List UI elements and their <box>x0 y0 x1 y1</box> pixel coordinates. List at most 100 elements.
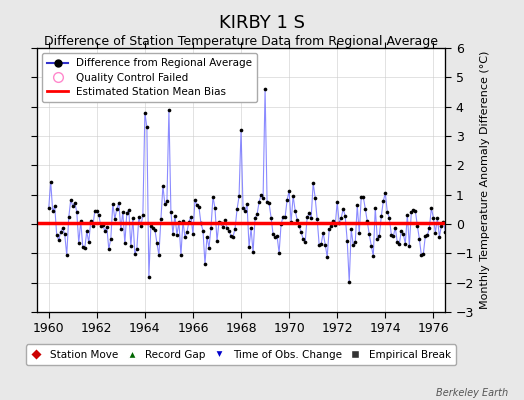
Point <box>435 233 444 240</box>
Point <box>335 220 343 226</box>
Point <box>219 224 227 230</box>
Point <box>111 216 119 222</box>
Point <box>299 236 308 242</box>
Point <box>115 200 123 206</box>
Y-axis label: Monthly Temperature Anomaly Difference (°C): Monthly Temperature Anomaly Difference (… <box>480 51 490 309</box>
Point <box>303 214 311 220</box>
Point <box>357 194 365 200</box>
Point <box>215 219 223 225</box>
Point <box>151 226 159 233</box>
Point <box>265 200 274 206</box>
Point <box>50 203 59 210</box>
Point <box>287 219 296 225</box>
Point <box>289 192 297 199</box>
Point <box>113 206 121 212</box>
Point <box>261 86 269 92</box>
Point <box>279 214 287 220</box>
Point <box>433 215 442 221</box>
Point <box>135 214 143 220</box>
Point <box>343 238 352 244</box>
Point <box>221 217 229 224</box>
Point <box>297 229 305 235</box>
Point <box>397 227 406 234</box>
Point <box>283 197 291 203</box>
Point <box>405 243 413 249</box>
Point <box>359 194 367 200</box>
Point <box>273 233 281 240</box>
Point <box>407 209 416 216</box>
Point <box>145 274 153 280</box>
Point <box>217 220 225 226</box>
Point <box>57 228 65 235</box>
Point <box>267 214 275 221</box>
Point <box>355 230 364 236</box>
Point <box>189 231 197 237</box>
Point <box>395 241 403 247</box>
Point <box>243 201 251 208</box>
Point <box>91 208 99 214</box>
Point <box>307 215 315 221</box>
Point <box>351 239 359 246</box>
Point <box>171 213 179 219</box>
Point <box>213 238 221 244</box>
Point <box>54 237 63 243</box>
Point <box>89 223 97 230</box>
Point <box>84 239 93 246</box>
Point <box>79 244 87 250</box>
Point <box>379 198 387 204</box>
Point <box>231 226 239 232</box>
Point <box>155 252 163 258</box>
Point <box>52 232 61 238</box>
Point <box>185 218 193 225</box>
Point <box>247 225 255 232</box>
Point <box>183 229 191 235</box>
Point <box>385 214 394 221</box>
Point <box>207 224 215 231</box>
Point <box>347 226 355 232</box>
Point <box>71 200 79 206</box>
Point <box>393 239 401 246</box>
Point <box>121 240 129 247</box>
Point <box>255 199 263 206</box>
Point <box>47 178 55 185</box>
Point <box>341 213 350 220</box>
Point <box>339 206 347 212</box>
Point <box>149 225 157 231</box>
Point <box>174 219 183 226</box>
Point <box>427 205 435 211</box>
Point <box>293 216 301 223</box>
Point <box>321 242 330 248</box>
Point <box>137 223 145 229</box>
Point <box>130 251 139 257</box>
Text: Berkeley Earth: Berkeley Earth <box>436 388 508 398</box>
Point <box>157 216 165 223</box>
Point <box>259 194 267 201</box>
Point <box>271 234 279 240</box>
Point <box>209 194 217 200</box>
Point <box>179 218 187 224</box>
Point <box>409 206 418 213</box>
Point <box>439 219 447 225</box>
Point <box>127 243 135 250</box>
Point <box>277 221 285 227</box>
Point <box>441 228 450 235</box>
Point <box>401 240 410 247</box>
Point <box>81 245 89 252</box>
Point <box>77 218 85 224</box>
Point <box>235 193 243 200</box>
Point <box>106 235 115 242</box>
Point <box>69 203 77 209</box>
Legend: Station Move, Record Gap, Time of Obs. Change, Empirical Break: Station Move, Record Gap, Time of Obs. C… <box>26 344 456 365</box>
Point <box>72 208 81 215</box>
Point <box>315 242 323 248</box>
Point <box>311 194 319 201</box>
Point <box>159 183 167 189</box>
Text: KIRBY 1 S: KIRBY 1 S <box>219 14 305 32</box>
Point <box>337 215 345 221</box>
Point <box>319 230 328 236</box>
Point <box>371 205 379 211</box>
Point <box>429 214 438 221</box>
Point <box>169 230 177 237</box>
Point <box>167 209 175 215</box>
Point <box>123 210 131 216</box>
